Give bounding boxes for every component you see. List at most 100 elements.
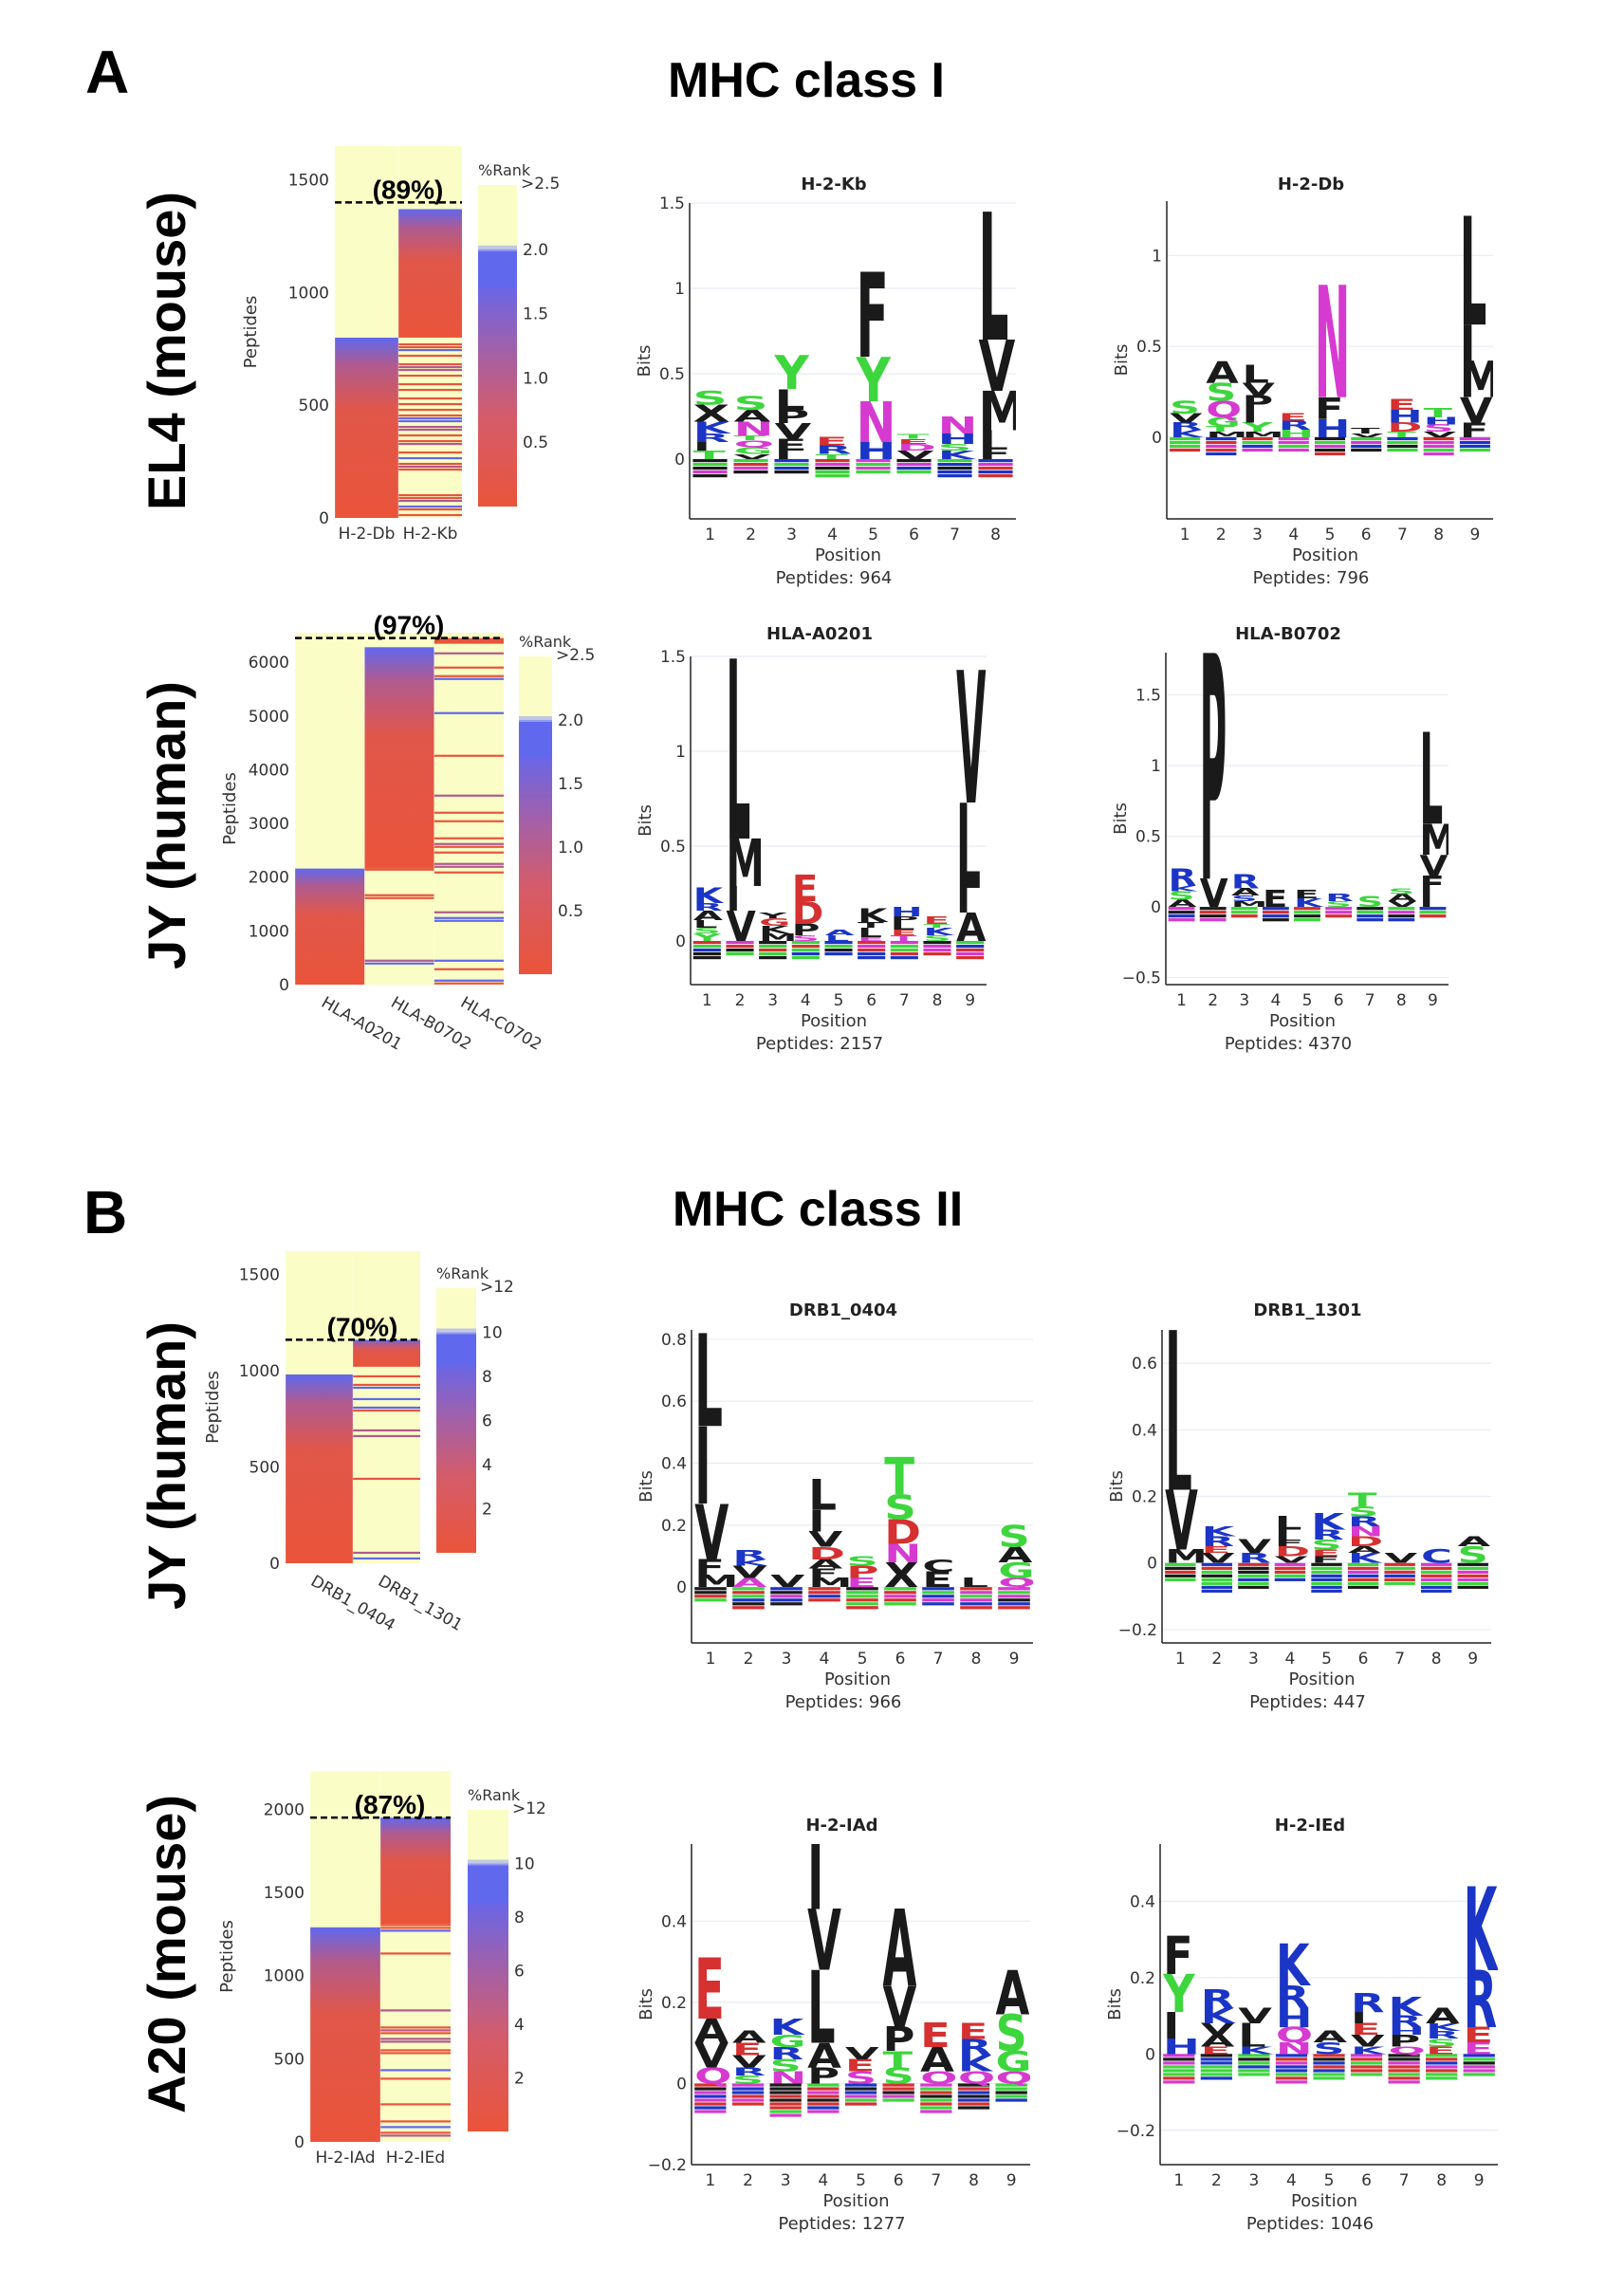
negative-residue-band bbox=[1325, 907, 1353, 911]
stripe bbox=[364, 894, 434, 896]
logo-letter: T bbox=[923, 923, 950, 929]
logo-letter: Q bbox=[958, 2069, 995, 2088]
negative-residue-band bbox=[1170, 436, 1201, 441]
logo-title: H-2-Kb bbox=[801, 175, 866, 194]
logo-letter: A bbox=[1206, 356, 1239, 391]
stripe bbox=[380, 2052, 451, 2055]
logo-letter: H bbox=[1315, 414, 1350, 443]
x-tick-label: 1 bbox=[1173, 2171, 1184, 2190]
colorbar-tick-label: 6 bbox=[482, 1412, 492, 1431]
negative-residue-band bbox=[815, 459, 850, 463]
logo-letter: V bbox=[732, 1562, 767, 1582]
negative-residue-band bbox=[769, 2091, 802, 2094]
stripe bbox=[398, 382, 462, 386]
negative-residue-band bbox=[1388, 2065, 1420, 2069]
y-tick-label: 500 bbox=[299, 397, 329, 415]
negative-residue-band bbox=[1201, 1562, 1233, 1566]
logo-letter: I bbox=[1163, 2006, 1179, 2048]
negative-residue-band bbox=[1201, 1574, 1233, 1577]
negative-residue-band bbox=[998, 1602, 1030, 1606]
logo-letter: I bbox=[726, 879, 740, 918]
negative-residue-band bbox=[1313, 2057, 1345, 2061]
logo-letter: T bbox=[1348, 1490, 1377, 1511]
negative-residue-band bbox=[791, 941, 820, 945]
y-tick-label: 0 bbox=[1147, 1555, 1157, 1574]
logo-letter: F bbox=[1163, 1926, 1193, 1986]
logo-letter: G bbox=[998, 1559, 1034, 1583]
logo-letter: S bbox=[1169, 889, 1195, 903]
logo-letter: F bbox=[1420, 871, 1445, 898]
negative-residue-band bbox=[1463, 2073, 1495, 2076]
negative-residue-band bbox=[858, 952, 886, 956]
negative-residue-band bbox=[1423, 452, 1454, 456]
logo-letter: P bbox=[846, 1562, 878, 1582]
colorbar-nonbinder-segment bbox=[478, 185, 517, 249]
x-tick-label: 2 bbox=[743, 2171, 753, 2190]
negative-residue-band bbox=[1420, 1570, 1452, 1574]
negative-residue-band bbox=[882, 2098, 914, 2102]
x-tick-label: 5 bbox=[856, 2171, 866, 2190]
negative-residue-band bbox=[1347, 1581, 1379, 1585]
stripe bbox=[434, 794, 504, 797]
negative-residue-band bbox=[1200, 2054, 1232, 2057]
negative-residue-band bbox=[1238, 2065, 1270, 2069]
x-tick-label: 3 bbox=[786, 526, 797, 544]
negative-residue-band bbox=[726, 949, 754, 952]
negative-residue-band bbox=[1313, 2073, 1345, 2076]
negative-residue-band bbox=[1384, 1581, 1415, 1585]
section-title-class-ii: MHC class II bbox=[673, 1182, 963, 1237]
y-tick-label: −0.2 bbox=[1118, 1621, 1157, 1640]
stripe bbox=[398, 507, 462, 511]
logo-position-stack: HFN bbox=[1314, 255, 1350, 456]
stripe bbox=[353, 1383, 420, 1387]
logo-letter: L bbox=[807, 1951, 835, 2068]
logo-letter: L bbox=[978, 176, 1008, 381]
logo-position-stack: V bbox=[1384, 1550, 1417, 1585]
logo-letter: R bbox=[732, 2065, 766, 2078]
negative-residue-band bbox=[1274, 1577, 1306, 1581]
heatmap-heatmap-el4: H-2-Db H-2-Kb 0 500 1000 1500 Peptides (89%) %Ra… bbox=[241, 146, 560, 544]
negative-residue-band bbox=[692, 467, 728, 470]
negative-residue-band bbox=[692, 952, 721, 956]
y-tick-label: 0.4 bbox=[1132, 1421, 1157, 1440]
negative-residue-band bbox=[920, 2102, 952, 2106]
logo-letter: G bbox=[759, 916, 790, 929]
logo-letter: L bbox=[726, 609, 750, 896]
negative-residue-band bbox=[1275, 2080, 1308, 2084]
negative-residue-band bbox=[1262, 911, 1289, 914]
negative-residue-band bbox=[846, 1598, 878, 1602]
colorbar-tick-label: 1.5 bbox=[558, 775, 583, 794]
negative-residue-band bbox=[1384, 1562, 1415, 1566]
negative-residue-band bbox=[846, 1602, 878, 1606]
colorbar-tick-label: 2 bbox=[514, 2070, 525, 2089]
x-tick-label: 5 bbox=[1302, 991, 1313, 1010]
logo-letter: H bbox=[1387, 407, 1422, 428]
logo-letter: V bbox=[694, 2037, 729, 2075]
stripe bbox=[398, 402, 462, 406]
negative-residue-band bbox=[1419, 914, 1447, 918]
logo-letter: N bbox=[884, 1539, 921, 1568]
y-tick-label: 0.5 bbox=[660, 838, 686, 857]
negative-residue-band bbox=[733, 463, 768, 467]
stripe bbox=[434, 811, 504, 814]
logo-letter: P bbox=[1388, 2032, 1420, 2050]
negative-residue-band bbox=[770, 1602, 803, 1606]
coverage-percent-label: (70%) bbox=[327, 1312, 398, 1341]
negative-residue-band bbox=[1419, 911, 1447, 914]
negative-residue-band bbox=[1356, 914, 1384, 918]
logo-letter: K bbox=[1311, 1509, 1346, 1536]
x-tick-label: 3 bbox=[782, 1650, 792, 1669]
negative-residue-band bbox=[791, 952, 820, 956]
negative-residue-band bbox=[807, 2083, 840, 2087]
logo-letter: V bbox=[1243, 379, 1276, 400]
stripe bbox=[380, 1924, 451, 1927]
x-tick-label: 9 bbox=[965, 991, 975, 1010]
negative-residue-band bbox=[846, 1595, 878, 1598]
negative-residue-band bbox=[769, 2094, 802, 2098]
negative-residue-band bbox=[807, 2091, 840, 2094]
x-tick-label: H-2-IAd bbox=[315, 2149, 375, 2168]
